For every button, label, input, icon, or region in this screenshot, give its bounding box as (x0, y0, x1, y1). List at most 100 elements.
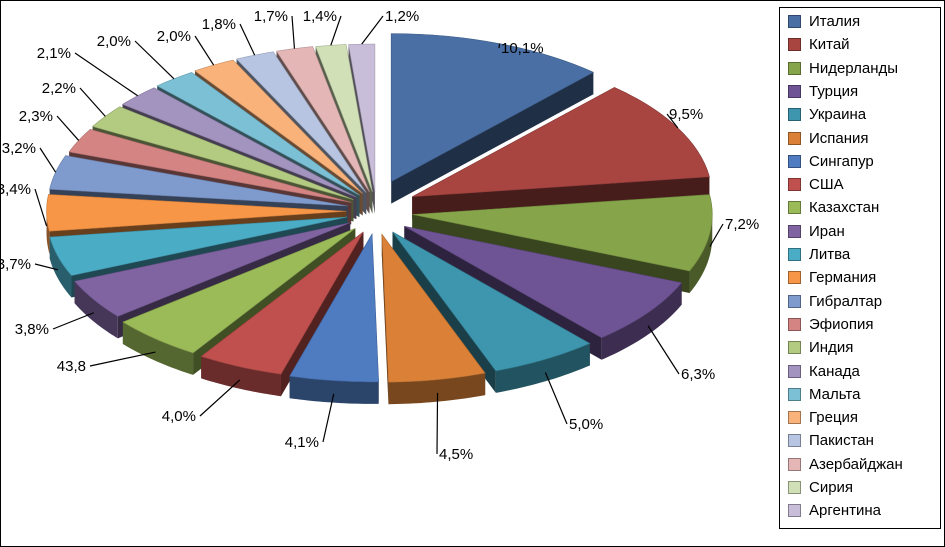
slice-side (388, 373, 486, 405)
legend-swatch (788, 201, 801, 215)
slice-side (495, 343, 590, 393)
legend-item: Иран (788, 220, 845, 243)
slice-top (412, 194, 713, 272)
legend-swatch (788, 504, 801, 518)
legend-label: Италия (809, 13, 861, 30)
data-label: 1,2% (385, 8, 419, 25)
slice-top (404, 225, 683, 339)
leader-line (239, 23, 256, 56)
slice-top (392, 231, 591, 372)
leader-line (322, 393, 335, 443)
legend-item: Греция (788, 406, 858, 429)
legend-item: Германия (788, 266, 876, 289)
leader-line (56, 115, 80, 141)
leader-line (194, 35, 215, 66)
legend-item: Украина (788, 103, 866, 126)
pie-chart: 10,1% 9,5% 7,2% 6,3% 5,0% 4,5% 4,1% 4,0% 43,8 3,8… (1, 8, 759, 463)
legend-label: Азербайджан (809, 455, 903, 473)
slice-6 (381, 233, 486, 405)
slice-top (122, 228, 356, 354)
leader-line (34, 188, 48, 227)
legend-item: Казахстан (788, 196, 879, 219)
data-label: 4,5% (439, 446, 473, 463)
data-label: 43,8 (57, 358, 86, 375)
legend-swatch (788, 224, 801, 238)
legend-item: Сирия (788, 476, 853, 499)
legend-item: Аргентина (788, 499, 881, 522)
slice-top (194, 59, 363, 194)
slice-wall (391, 72, 594, 204)
legend-label: Украина (809, 106, 867, 124)
slice-side (122, 322, 194, 375)
legend-label: Казахстан (809, 199, 880, 217)
slice-side (49, 237, 72, 298)
legend-item: Испания (788, 127, 869, 150)
slice-top (49, 155, 348, 207)
legend-item: Канада (788, 360, 860, 383)
legend-swatch (788, 481, 801, 494)
slice-top (74, 222, 351, 317)
legend-label: США (809, 176, 844, 194)
leader-line (74, 52, 139, 97)
legend-label: Эфиопия (809, 315, 874, 333)
data-label: 10,1% (501, 40, 544, 57)
legend-label: Турция (809, 82, 859, 100)
slice-1 (390, 33, 595, 204)
legend: Италия Китай Нидерланды Турция Украина Испани… (779, 7, 941, 529)
slice-7 (289, 232, 379, 404)
data-label: 3,4% (1, 181, 31, 198)
leader-line (544, 372, 568, 425)
legend-item: Нидерланды (788, 57, 898, 80)
legend-swatch (788, 61, 801, 75)
slice-top (156, 72, 360, 196)
slice-side (601, 282, 682, 360)
legend-label: Нидерланды (809, 59, 899, 77)
data-label: 1,8% (202, 16, 236, 33)
legend-label: Аргентина (809, 502, 881, 520)
slice-top (46, 194, 347, 232)
legend-item: Литва (788, 243, 850, 266)
leader-line (34, 263, 59, 271)
leader-line (666, 113, 679, 129)
legend-label: Китай (809, 36, 850, 54)
legend-swatch (788, 84, 801, 98)
slice-top (49, 216, 348, 276)
data-label: 2,1% (37, 45, 71, 62)
slice-top (381, 233, 486, 383)
leader-line (291, 15, 296, 49)
data-label: 2,0% (97, 33, 131, 50)
slice-2 (412, 87, 710, 219)
legend-label: Мальта (809, 385, 861, 403)
leader-line (330, 15, 342, 46)
slice-side (74, 281, 118, 339)
slice-top (91, 106, 354, 200)
legend-swatch (788, 364, 801, 378)
legend-item: Турция (788, 80, 858, 103)
data-label: 2,3% (19, 108, 53, 125)
data-label: 3,2% (2, 140, 36, 157)
legend-swatch (788, 341, 801, 355)
legend-swatch (788, 248, 801, 261)
slice-top (200, 231, 364, 375)
legend-label: Гибралтар (809, 292, 883, 310)
leader-line (89, 351, 156, 367)
leader-line (134, 40, 175, 80)
legend-label: Германия (809, 269, 877, 287)
legend-label: Сингапур (809, 152, 874, 170)
legend-label: Испания (809, 129, 869, 147)
legend-label: Сирия (809, 479, 854, 496)
data-label: 4,1% (285, 434, 319, 451)
data-label: 3,7% (1, 256, 31, 273)
legend-item: Китай (788, 33, 850, 56)
legend-swatch (788, 317, 801, 331)
legend-swatch (788, 178, 801, 192)
legend-item: Индия (788, 336, 853, 359)
data-label: 3,8% (15, 321, 49, 338)
data-label: 1,4% (303, 8, 337, 25)
legend-label: Индия (809, 339, 854, 357)
legend-item: Гибралтар (788, 290, 882, 313)
data-label: 2,0% (157, 28, 191, 45)
leader-line (498, 43, 501, 49)
data-label: 9,5% (669, 106, 703, 123)
